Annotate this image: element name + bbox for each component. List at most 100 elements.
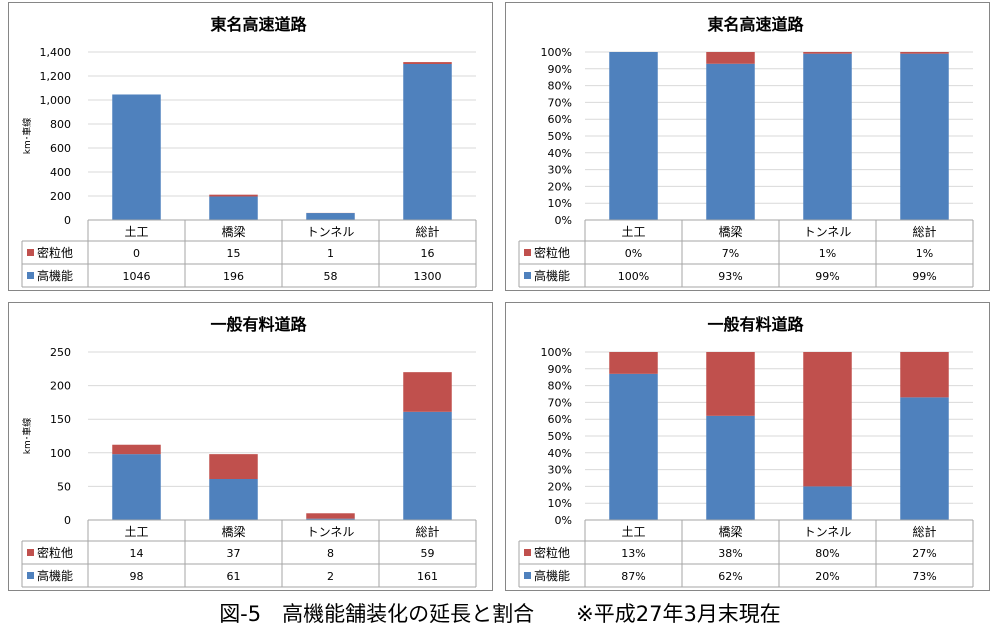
chart-panel-general-length: 一般有料道路 0 50 100 150 200 250 km･車線 土工 橋梁 トンネル 総計 密粒他 1… bbox=[8, 302, 493, 591]
bar-dense-3 bbox=[803, 352, 852, 487]
legend-label: 高機能 bbox=[37, 568, 73, 583]
chart-title: 東名高速道路 bbox=[707, 15, 804, 34]
bar-high-1 bbox=[112, 94, 161, 220]
data-label: 14 bbox=[130, 547, 144, 560]
bar-high-3 bbox=[306, 518, 355, 520]
legend-swatch-dense bbox=[524, 249, 531, 256]
data-label: 1% bbox=[819, 247, 836, 260]
bar-dense-2 bbox=[706, 352, 755, 416]
category-label: 土工 bbox=[124, 525, 148, 539]
chart-panel-general-ratio: 一般有料道路 0% 10% 20% 30% 40% 50% 60% 70% 80% 90% 100% 土… bbox=[505, 302, 990, 591]
y-tick-label: 80% bbox=[548, 380, 572, 393]
y-tick-label: 0 bbox=[64, 214, 71, 227]
y-tick-label: 1,000 bbox=[40, 94, 72, 107]
data-label: 8 bbox=[327, 547, 334, 560]
bar-high-3 bbox=[803, 486, 852, 520]
bar-high-4 bbox=[900, 397, 949, 520]
chart-panel-tomei-length: 東名高速道路 0 200 400 600 800 1,000 1,200 1,400 km･車線土… bbox=[8, 2, 493, 291]
data-label: 13% bbox=[621, 547, 645, 560]
y-tick-label: 10% bbox=[548, 497, 572, 510]
bar-dense-4 bbox=[900, 52, 949, 54]
data-label: 73% bbox=[912, 570, 936, 583]
chart-svg: 東名高速道路 0 200 400 600 800 1,000 1,200 1,400 km･車線土… bbox=[8, 2, 493, 291]
bar-dense-4 bbox=[900, 352, 949, 398]
bar-high-3 bbox=[306, 213, 355, 220]
y-tick-label: 0 bbox=[64, 514, 71, 527]
bar-high-4 bbox=[403, 411, 452, 520]
data-label: 59 bbox=[421, 547, 435, 560]
y-tick-label: 1,200 bbox=[40, 70, 72, 83]
y-tick-label: 40% bbox=[548, 447, 572, 460]
chart-panel-tomei-ratio: 東名高速道路 0% 10% 20% 30% 40% 50% 60% 70% 80% 90% 100% 土… bbox=[505, 2, 990, 291]
category-label: トンネル bbox=[307, 525, 355, 539]
category-label: 土工 bbox=[124, 225, 148, 239]
bar-high-2 bbox=[706, 63, 755, 221]
y-tick-label: 50% bbox=[548, 130, 572, 143]
data-label: 16 bbox=[421, 247, 435, 260]
legend-label: 高機能 bbox=[534, 268, 570, 283]
y-tick-label: 600 bbox=[50, 142, 71, 155]
legend-swatch-high bbox=[27, 572, 34, 579]
y-tick-label: 60% bbox=[548, 413, 572, 426]
data-label: 161 bbox=[417, 570, 438, 583]
data-label: 87% bbox=[621, 570, 645, 583]
bar-dense-1 bbox=[112, 444, 161, 455]
category-label: トンネル bbox=[307, 225, 355, 239]
y-tick-label: 50% bbox=[548, 430, 572, 443]
bar-high-2 bbox=[209, 196, 258, 220]
figure-caption: 図-5 高機能舗装化の延長と割合 ※平成27年3月末現在 bbox=[219, 602, 781, 626]
bar-high-2 bbox=[706, 415, 755, 520]
bar-high-4 bbox=[900, 53, 949, 221]
chart-title: 東名高速道路 bbox=[210, 15, 307, 34]
data-label: 62% bbox=[718, 570, 742, 583]
legend-swatch-dense bbox=[524, 549, 531, 556]
data-label: 1046 bbox=[123, 270, 151, 283]
y-tick-label: 800 bbox=[50, 118, 71, 131]
category-label: 橋梁 bbox=[221, 224, 245, 239]
category-label: 総計 bbox=[912, 224, 936, 239]
bar-dense-2 bbox=[706, 52, 755, 64]
data-label: 7% bbox=[722, 247, 739, 260]
y-tick-label: 90% bbox=[548, 63, 572, 76]
y-tick-label: 100% bbox=[541, 46, 572, 59]
bar-dense-3 bbox=[306, 513, 355, 519]
legend-label: 高機能 bbox=[534, 568, 570, 583]
category-label: トンネル bbox=[804, 525, 852, 539]
data-label: 15 bbox=[227, 247, 241, 260]
data-label: 27% bbox=[912, 547, 936, 560]
y-tick-label: 60% bbox=[548, 113, 572, 126]
y-tick-label: 30% bbox=[548, 464, 572, 477]
y-tick-label: 400 bbox=[50, 166, 71, 179]
category-label: 土工 bbox=[621, 525, 645, 539]
legend-label: 高機能 bbox=[37, 268, 73, 283]
y-tick-label: 10% bbox=[548, 197, 572, 210]
category-label: 橋梁 bbox=[718, 224, 742, 239]
bar-high-4 bbox=[403, 64, 452, 220]
bar-high-2 bbox=[209, 479, 258, 520]
y-tick-label: 40% bbox=[548, 147, 572, 160]
bar-high-1 bbox=[609, 373, 658, 520]
chart-title: 一般有料道路 bbox=[707, 315, 804, 334]
legend-swatch-high bbox=[524, 272, 531, 279]
category-label: 橋梁 bbox=[221, 524, 245, 539]
y-tick-label: 150 bbox=[50, 413, 71, 426]
bar-dense-4 bbox=[403, 372, 452, 412]
y-tick-label: 70% bbox=[548, 396, 572, 409]
bar-high-1 bbox=[609, 52, 658, 220]
y-axis-label: km･車線 bbox=[21, 418, 33, 454]
y-tick-label: 20% bbox=[548, 480, 572, 493]
data-label: 1% bbox=[916, 247, 933, 260]
y-tick-label: 0% bbox=[555, 514, 572, 527]
y-tick-label: 1,400 bbox=[40, 46, 72, 59]
category-label: 総計 bbox=[415, 524, 439, 539]
y-tick-label: 50 bbox=[57, 480, 71, 493]
data-label: 93% bbox=[718, 270, 742, 283]
y-tick-label: 70% bbox=[548, 96, 572, 109]
y-axis-label: km･車線 bbox=[21, 118, 33, 154]
y-tick-label: 200 bbox=[50, 190, 71, 203]
chart-svg: 一般有料道路 0% 10% 20% 30% 40% 50% 60% 70% 80% 90% 100% 土… bbox=[505, 302, 990, 591]
data-label: 58 bbox=[324, 270, 338, 283]
category-label: 総計 bbox=[415, 224, 439, 239]
bar-dense-4 bbox=[403, 62, 452, 64]
